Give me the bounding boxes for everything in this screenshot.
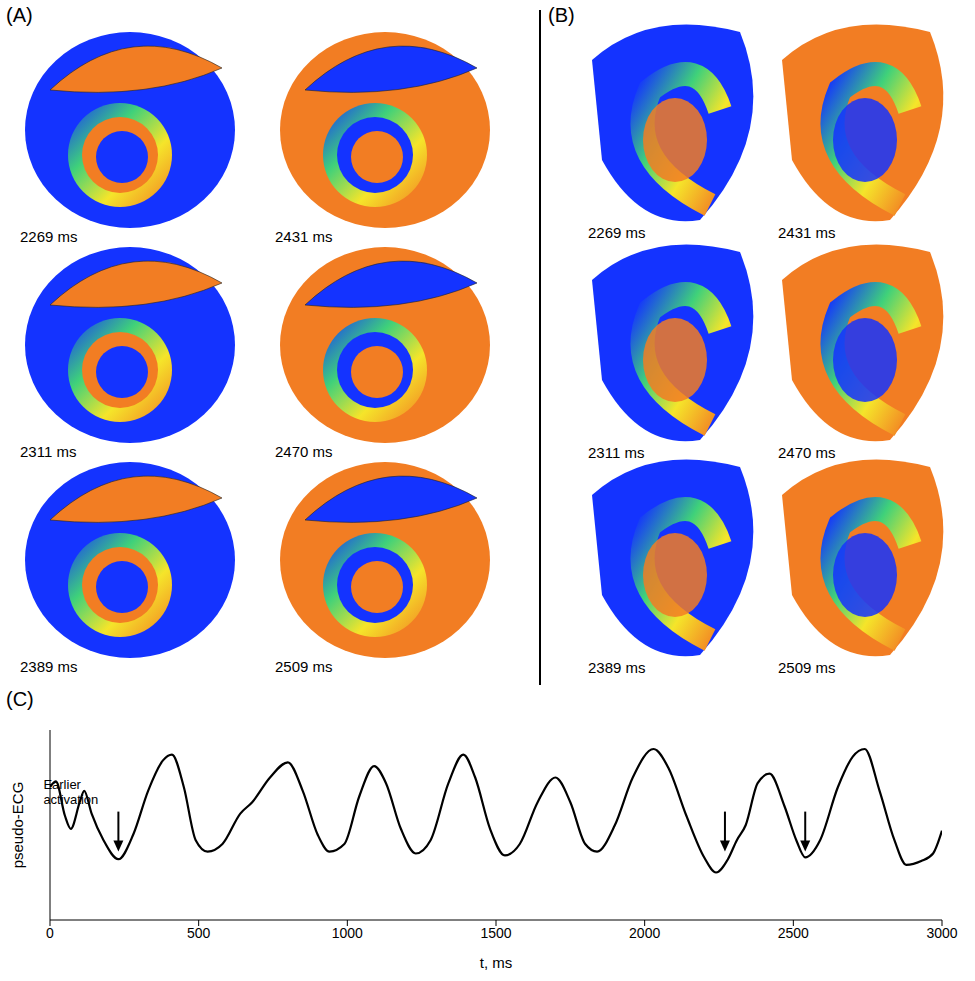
svg-text:2000: 2000 (629, 925, 660, 941)
svg-text:Earlier: Earlier (43, 777, 81, 792)
svg-text:2389 ms: 2389 ms (20, 658, 78, 675)
svg-text:3000: 3000 (926, 925, 957, 941)
svg-text:2311 ms: 2311 ms (588, 444, 644, 461)
svg-text:1500: 1500 (480, 925, 511, 941)
svg-text:0: 0 (46, 925, 54, 941)
html-text:(C): (C) (6, 688, 34, 710)
svg-text:2509 ms: 2509 ms (778, 659, 836, 676)
svg-text:(A): (A) (6, 4, 33, 26)
svg-text:2389 ms: 2389 ms (588, 659, 646, 676)
svg-text:500: 500 (187, 925, 211, 941)
svg-text:t, ms: t, ms (480, 954, 513, 971)
svg-text:2431 ms: 2431 ms (275, 228, 333, 245)
svg-text:2470 ms: 2470 ms (275, 443, 333, 460)
svg-text:2269 ms: 2269 ms (20, 228, 78, 245)
svg-text:(B): (B) (548, 4, 575, 26)
svg-text:activation: activation (43, 792, 98, 807)
svg-text:2431 ms: 2431 ms (778, 224, 836, 241)
svg-text:2509 ms: 2509 ms (275, 658, 333, 675)
svg-text:2500: 2500 (778, 925, 809, 941)
svg-text:1000: 1000 (332, 925, 363, 941)
svg-text:2470 ms: 2470 ms (778, 444, 836, 461)
svg-text:2311 ms: 2311 ms (20, 443, 76, 460)
svg-text:2269 ms: 2269 ms (588, 224, 646, 241)
svg-text:pseudo-ECG: pseudo-ECG (9, 782, 26, 869)
